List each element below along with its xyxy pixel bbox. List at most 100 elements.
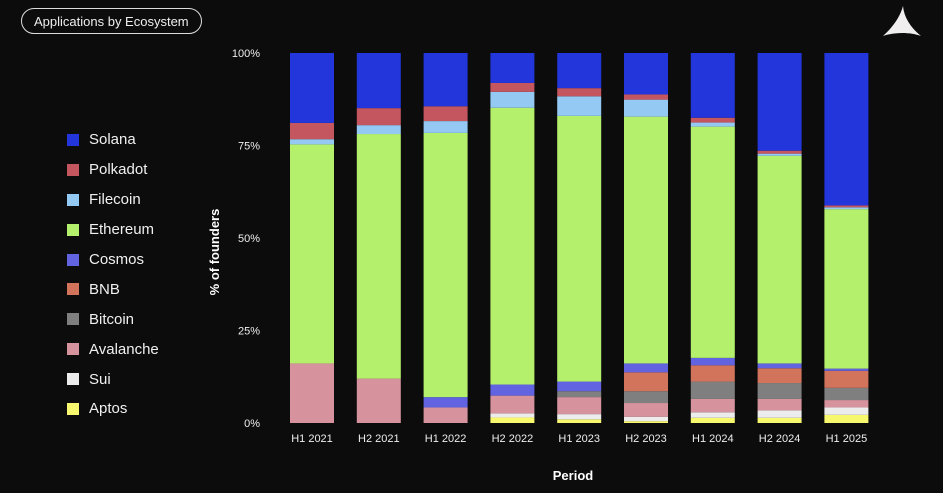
- bar-segment-bitcoin: [824, 387, 869, 401]
- bar-segment-avalanche: [356, 378, 401, 423]
- y-tick-label: 100%: [232, 48, 260, 60]
- bar-segment-filecoin: [423, 121, 468, 133]
- bar-segment-bnb: [690, 365, 735, 382]
- bar-segment-cosmos: [490, 384, 535, 396]
- bar-segment-polkadot: [624, 94, 668, 100]
- bar-segment-aptos: [490, 417, 535, 423]
- x-tick-label: H1 2023: [558, 433, 600, 445]
- bar-segment-solana: [690, 53, 735, 118]
- bar-segment-sui: [557, 414, 602, 420]
- y-tick-label: 75%: [238, 141, 260, 153]
- bar-segment-ethereum: [557, 115, 602, 382]
- bar-segment-filecoin: [356, 125, 401, 135]
- legend-item-bnb: BNB: [67, 274, 159, 304]
- legend-swatch: [67, 253, 79, 266]
- legend-swatch: [67, 343, 79, 356]
- x-tick-label: H2 2022: [492, 433, 534, 445]
- bar-segment-polkadot: [490, 82, 535, 92]
- legend-swatch: [67, 133, 79, 146]
- legend-swatch: [67, 163, 79, 176]
- legend-label: Solana: [89, 131, 136, 149]
- x-tick-label: H1 2022: [425, 433, 467, 445]
- bar-segment-avalanche: [490, 395, 535, 414]
- bar-segment-cosmos: [423, 397, 468, 408]
- bar-segment-ethereum: [624, 116, 668, 364]
- x-tick-label: H1 2024: [692, 433, 734, 445]
- bar-segment-ethereum: [757, 155, 802, 364]
- bar-segment-sui: [824, 407, 869, 415]
- legend-label: Aptos: [89, 400, 128, 418]
- legend-swatch: [67, 283, 79, 296]
- legend-swatch: [67, 373, 79, 386]
- bar-segment-sui: [624, 416, 668, 422]
- x-tick-label: H2 2021: [358, 433, 400, 445]
- bar-segment-aptos: [690, 417, 735, 423]
- bar-segment-cosmos: [557, 381, 602, 392]
- bar-segment-cosmos: [690, 357, 735, 366]
- bar-segment-bnb: [624, 372, 668, 392]
- y-axis-title: % of founders: [207, 209, 222, 296]
- legend-item-filecoin: Filecoin: [67, 185, 159, 215]
- bar-segment-filecoin: [624, 99, 668, 117]
- legend-item-ethereum: Ethereum: [67, 215, 159, 245]
- y-tick-label: 0%: [244, 418, 260, 430]
- bar-segment-solana: [824, 53, 869, 206]
- bar-segment-solana: [757, 53, 802, 151]
- bar-segment-solana: [423, 53, 468, 107]
- bar-segment-bitcoin: [624, 391, 668, 404]
- bar-segment-bitcoin: [757, 383, 802, 399]
- bar-segment-filecoin: [757, 153, 802, 156]
- bar-segment-polkadot: [690, 117, 735, 123]
- legend-item-sui: Sui: [67, 364, 159, 394]
- bar-segment-bitcoin: [557, 391, 602, 398]
- bar-segment-aptos: [824, 414, 869, 423]
- bar-segment-solana: [290, 53, 334, 123]
- bar-segment-filecoin: [690, 122, 735, 127]
- bar-segment-filecoin: [290, 139, 334, 145]
- bar-segment-solana: [557, 53, 602, 89]
- bar-segment-filecoin: [557, 96, 602, 116]
- bar-segment-bitcoin: [690, 381, 735, 399]
- legend-item-bitcoin: Bitcoin: [67, 304, 159, 334]
- bar-segment-sui: [757, 410, 802, 418]
- legend-label: Filecoin: [89, 191, 141, 209]
- bar-segment-bnb: [757, 368, 802, 384]
- legend-label: Ethereum: [89, 221, 155, 239]
- legend-swatch: [67, 223, 79, 236]
- bar-segment-cosmos: [757, 363, 802, 369]
- bar-segment-ethereum: [290, 144, 334, 364]
- legend-swatch: [67, 402, 79, 415]
- bar-segment-ethereum: [356, 134, 401, 379]
- bar-segment-ethereum: [824, 209, 869, 369]
- legend-label: Cosmos: [89, 251, 145, 268]
- legend-item-avalanche: Avalanche: [67, 334, 159, 364]
- bar-segment-ethereum: [423, 132, 468, 398]
- bar-segment-polkadot: [757, 150, 802, 154]
- bar-segment-solana: [490, 53, 535, 83]
- x-tick-label: H2 2024: [759, 433, 801, 445]
- chart-legend: Solana Polkadot Filecoin Ethereum Cosmos BNB B…: [67, 125, 159, 424]
- chart-title-pill: Applications by Ecosystem: [21, 8, 202, 34]
- legend-label: BNB: [89, 280, 120, 298]
- legend-label: Sui: [89, 370, 111, 388]
- legend-label: Avalanche: [89, 340, 159, 358]
- bar-segment-sui: [690, 412, 735, 418]
- y-tick-label: 50%: [238, 233, 260, 245]
- bar-segment-avalanche: [757, 398, 802, 411]
- legend-label: Bitcoin: [89, 310, 135, 328]
- bar-segment-aptos: [557, 419, 602, 423]
- bar-segment-solana: [356, 53, 401, 109]
- bar-segment-aptos: [624, 421, 668, 423]
- legend-swatch: [67, 313, 79, 326]
- bar-segment-avalanche: [690, 398, 735, 413]
- legend-item-aptos: Aptos: [67, 394, 159, 424]
- x-tick-label: H1 2021: [291, 433, 333, 445]
- bar-segment-polkadot: [356, 108, 401, 126]
- bar-segment-avalanche: [824, 400, 869, 408]
- bar-segment-sui: [490, 413, 535, 418]
- bar-segment-filecoin: [490, 91, 535, 108]
- legend-item-polkadot: Polkadot: [67, 155, 159, 185]
- bar-segment-polkadot: [290, 122, 334, 140]
- x-tick-label: H1 2025: [826, 433, 868, 445]
